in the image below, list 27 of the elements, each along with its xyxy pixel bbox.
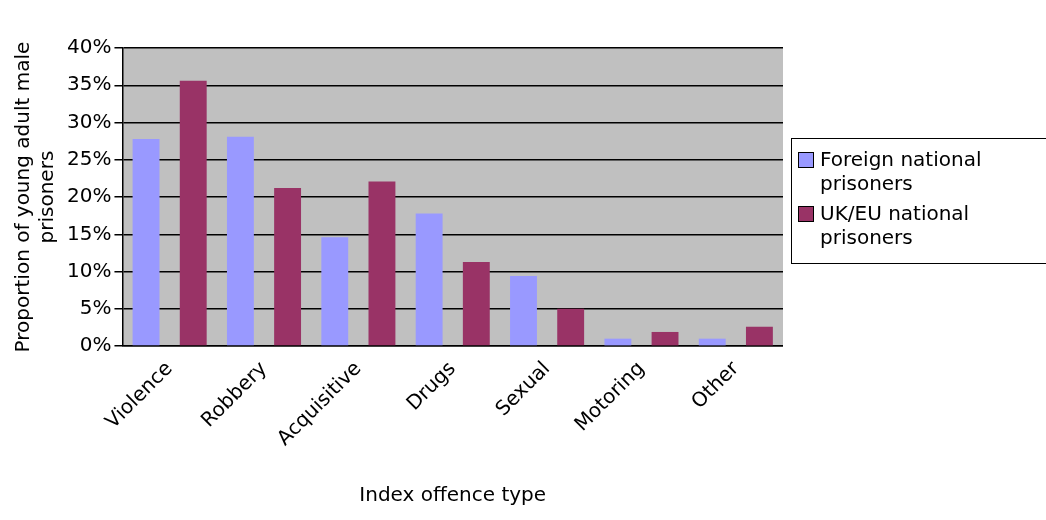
legend-label: UK/EU national prisoners — [820, 201, 971, 249]
y-tick-label: 40% — [67, 34, 112, 59]
y-tick-label: 5% — [79, 295, 112, 320]
y-axis-title: Proportion of young adult male prisoners — [10, 41, 59, 353]
bar — [321, 237, 349, 346]
bar — [698, 338, 726, 346]
bar — [368, 181, 396, 346]
y-tick-label: 15% — [67, 220, 112, 245]
bar — [179, 80, 207, 346]
legend-label: Foreign national prisoners — [820, 147, 983, 195]
y-tick-label: 20% — [67, 183, 112, 208]
bar — [226, 136, 254, 346]
bar — [132, 138, 160, 346]
bar — [462, 261, 490, 346]
y-tick-label: 0% — [79, 332, 112, 357]
x-axis-title: Index offence type — [359, 482, 547, 507]
y-tick-label: 25% — [67, 146, 112, 170]
bar — [651, 331, 679, 346]
y-tick-label: 10% — [67, 257, 112, 282]
bar — [604, 338, 632, 346]
y-tick-label: 30% — [67, 108, 112, 133]
bar — [557, 308, 585, 346]
bar — [415, 213, 443, 346]
y-tick-label: 35% — [67, 71, 112, 96]
bar — [510, 276, 537, 346]
bar — [745, 326, 773, 346]
bar — [274, 188, 302, 346]
